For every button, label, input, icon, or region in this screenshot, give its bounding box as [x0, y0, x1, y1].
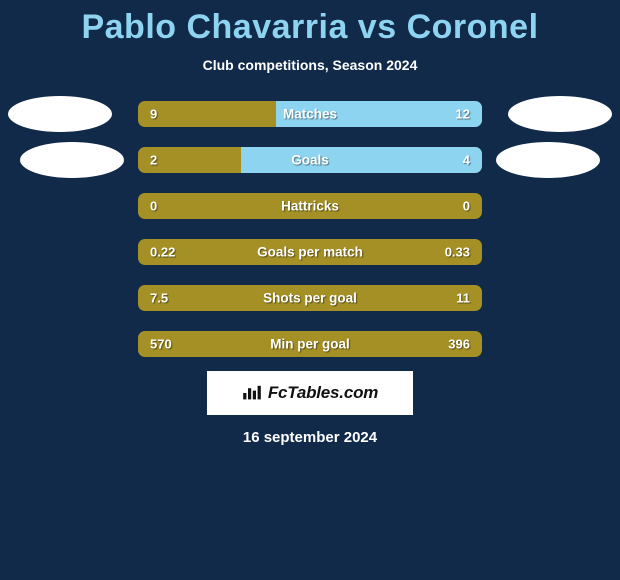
stat-bar: 9 12 Matches	[138, 101, 482, 127]
stat-row: 7.5 11 Shots per goal	[0, 285, 620, 311]
comparison-card: Pablo Chavarria vs Coronel Club competit…	[0, 0, 620, 580]
bar-right-fill	[241, 147, 482, 173]
stat-right-value: 11	[456, 291, 470, 306]
stat-bar: 7.5 11 Shots per goal	[138, 285, 482, 311]
stat-label: Goals	[291, 153, 329, 168]
stat-right-value: 12	[456, 107, 470, 122]
stat-right-value: 396	[448, 337, 470, 352]
stat-rows: 9 12 Matches 2 4 Goals 0 0 Hattricks 0.22 0.33 Goal…	[0, 101, 620, 357]
stat-left-value: 7.5	[150, 291, 168, 306]
stat-row: 570 396 Min per goal	[0, 331, 620, 357]
stat-row: 2 4 Goals	[0, 147, 620, 173]
stat-left-value: 0.22	[150, 245, 175, 260]
stat-bar: 0.22 0.33 Goals per match	[138, 239, 482, 265]
stat-label: Hattricks	[281, 199, 339, 214]
stat-right-value: 4	[463, 153, 470, 168]
stat-label: Shots per goal	[263, 291, 357, 306]
bar-chart-icon	[242, 385, 262, 401]
stat-left-value: 9	[150, 107, 157, 122]
page-title: Pablo Chavarria vs Coronel	[81, 8, 538, 47]
stat-left-value: 570	[150, 337, 172, 352]
avatar	[20, 142, 124, 178]
stat-bar: 2 4 Goals	[138, 147, 482, 173]
stat-bar: 570 396 Min per goal	[138, 331, 482, 357]
stat-row: 0 0 Hattricks	[0, 193, 620, 219]
stat-row: 0.22 0.33 Goals per match	[0, 239, 620, 265]
stat-bar: 0 0 Hattricks	[138, 193, 482, 219]
subtitle: Club competitions, Season 2024	[203, 57, 418, 73]
avatar	[496, 142, 600, 178]
stat-label: Min per goal	[270, 337, 350, 352]
stat-left-value: 2	[150, 153, 157, 168]
brand-badge: FcTables.com	[207, 371, 413, 415]
stat-right-value: 0	[463, 199, 470, 214]
date: 16 september 2024	[243, 429, 377, 446]
stat-row: 9 12 Matches	[0, 101, 620, 127]
stat-label: Matches	[283, 107, 337, 122]
stat-right-value: 0.33	[445, 245, 470, 260]
stat-left-value: 0	[150, 199, 157, 214]
avatar	[508, 96, 612, 132]
stat-label: Goals per match	[257, 245, 363, 260]
brand-text: FcTables.com	[268, 383, 378, 403]
avatar	[8, 96, 112, 132]
